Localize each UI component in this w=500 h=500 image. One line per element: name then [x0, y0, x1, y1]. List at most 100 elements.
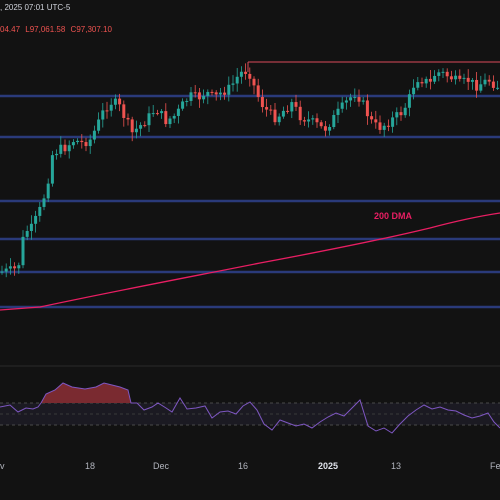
- candle-body: [466, 77, 470, 82]
- candle-body: [340, 102, 344, 109]
- candle-body: [97, 119, 101, 131]
- candle-body: [239, 71, 243, 77]
- x-tick-label: 16: [238, 461, 249, 471]
- candle-body: [244, 71, 248, 74]
- candle-body: [424, 78, 428, 84]
- candle-body: [55, 153, 59, 156]
- candle-body: [252, 78, 256, 86]
- candle-body: [437, 72, 441, 76]
- candle-body: [386, 125, 390, 127]
- candle-body: [147, 113, 151, 126]
- candle-body: [118, 98, 122, 105]
- candle-body: [42, 198, 46, 207]
- candle-body: [214, 92, 218, 95]
- candle-body: [80, 140, 84, 143]
- candle-body: [38, 206, 42, 216]
- candle-body: [491, 81, 495, 88]
- candle-body: [311, 118, 315, 120]
- candle-body: [231, 83, 235, 85]
- candle-body: [181, 101, 185, 109]
- candle-body: [185, 100, 189, 102]
- candle-body: [34, 215, 38, 224]
- candle-body: [483, 79, 487, 85]
- ma-200-line: [0, 212, 500, 311]
- candle-body: [323, 126, 327, 131]
- close-value: C97,307.10: [70, 25, 112, 34]
- candle-body: [391, 117, 395, 127]
- candle-body: [101, 110, 105, 120]
- candle-body: [25, 231, 29, 237]
- candle-body: [193, 92, 197, 94]
- candle-body: [420, 82, 424, 84]
- candle-body: [130, 119, 134, 133]
- candle-body: [227, 84, 231, 95]
- candle-body: [59, 144, 63, 154]
- candle-body: [449, 76, 453, 80]
- candle-body: [286, 110, 290, 112]
- candle-body: [458, 75, 462, 79]
- candle-body: [155, 113, 159, 115]
- candle-body: [433, 75, 437, 82]
- candle-body: [0, 271, 4, 273]
- candle-body: [403, 107, 407, 116]
- rsi-panel: [0, 365, 500, 434]
- candle-body: [382, 125, 386, 130]
- x-tick-label: 13: [391, 461, 402, 471]
- candle-body: [470, 79, 474, 82]
- candle-body: [441, 71, 445, 73]
- candle-body: [399, 112, 403, 116]
- chart-date-header: , 2025 07:01 UTC-5: [0, 3, 71, 12]
- candle-body: [143, 125, 147, 127]
- candle-body: [260, 96, 264, 108]
- candle-body: [290, 102, 294, 112]
- candle-body: [71, 142, 75, 146]
- candle-body: [21, 236, 25, 266]
- candle-body: [206, 91, 210, 96]
- rsi-overbought-fill: [41, 383, 131, 403]
- candle-body: [202, 95, 206, 100]
- candle-body: [248, 73, 252, 79]
- candle-body: [8, 266, 12, 269]
- candle-body: [336, 108, 340, 115]
- candle-body: [378, 122, 382, 130]
- candle-body: [462, 77, 466, 79]
- candle-body: [273, 109, 277, 123]
- candle-body: [160, 111, 164, 114]
- candlestick-series: [0, 63, 500, 278]
- candle-body: [46, 183, 50, 199]
- candle-body: [302, 120, 306, 122]
- candle-body: [13, 266, 17, 269]
- candle-body: [454, 75, 458, 80]
- candle-body: [357, 97, 361, 102]
- candle-body: [332, 114, 336, 128]
- candle-body: [164, 111, 168, 125]
- candle-body: [281, 110, 285, 117]
- candle-body: [412, 87, 416, 95]
- open-value: 04.47: [0, 25, 21, 34]
- candle-body: [256, 85, 260, 97]
- candle-body: [407, 94, 411, 108]
- candle-body: [168, 118, 172, 125]
- candle-body: [269, 109, 273, 111]
- candle-body: [189, 92, 193, 101]
- candle-body: [353, 97, 357, 99]
- candle-body: [88, 139, 92, 147]
- candle-body: [139, 125, 143, 129]
- candle-body: [29, 223, 33, 232]
- candle-body: [67, 145, 71, 152]
- x-tick-label: 18: [85, 461, 96, 471]
- candle-body: [349, 97, 353, 101]
- candle-body: [176, 108, 180, 116]
- candle-body: [370, 116, 374, 120]
- candle-body: [294, 102, 298, 107]
- candle-body: [374, 119, 378, 123]
- candle-body: [63, 144, 67, 152]
- candle-body: [361, 100, 365, 102]
- candle-body: [4, 268, 8, 272]
- ma-200-label: 200 DMA: [374, 211, 413, 221]
- candle-body: [307, 119, 311, 122]
- candle-body: [365, 100, 369, 117]
- x-tick-label: Fe: [490, 461, 500, 471]
- candle-body: [113, 98, 117, 105]
